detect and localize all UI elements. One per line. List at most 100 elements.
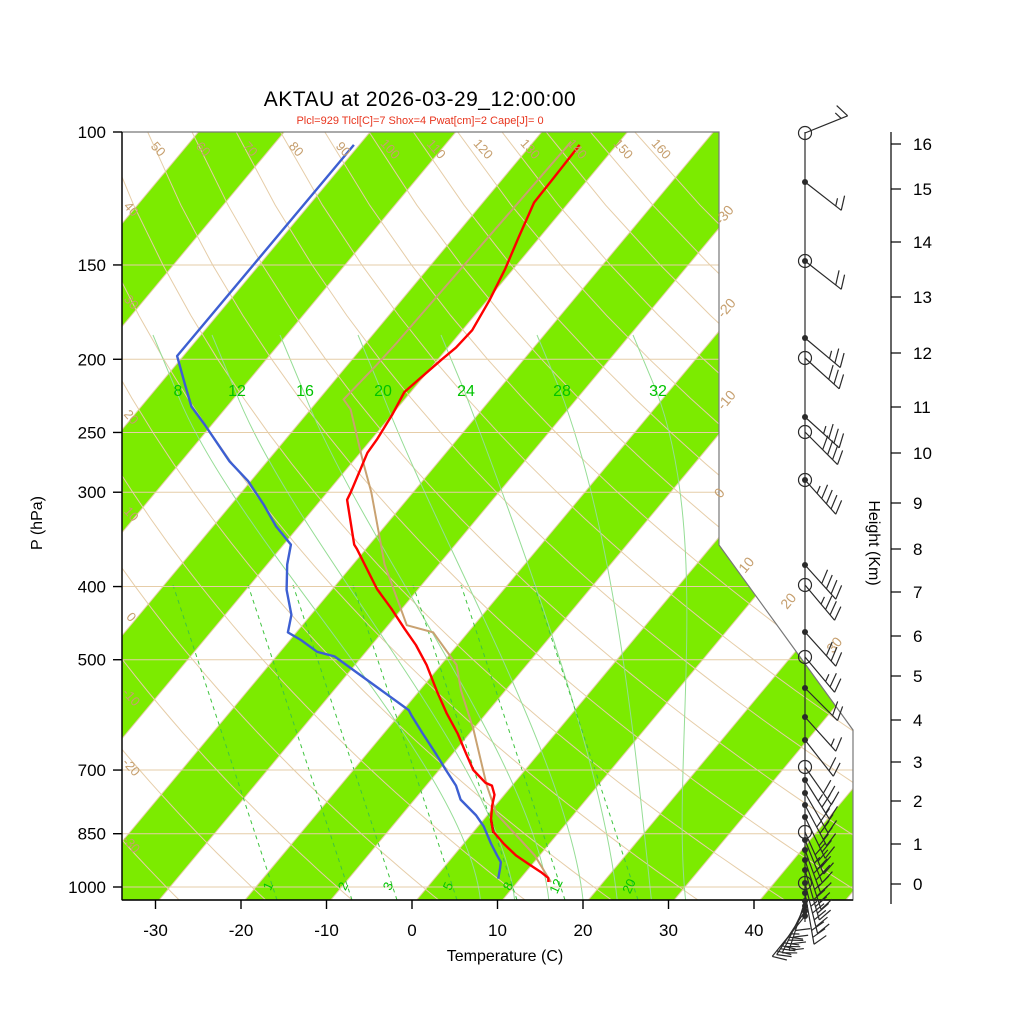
- wind-barb: [802, 714, 843, 752]
- barb-staff: [804, 816, 826, 859]
- isotherm-line: [122, 132, 853, 900]
- wind-barb: [797, 577, 842, 621]
- dry-adiabat-line: [122, 132, 183, 900]
- barb-full: [832, 701, 839, 716]
- mixing-ratio-label: 3: [380, 880, 397, 893]
- barb-full: [832, 762, 841, 777]
- wind-barb: [797, 472, 843, 515]
- barb-half: [816, 820, 823, 828]
- temperature-tick-label: 10: [488, 921, 507, 940]
- temperature-tick-label: -20: [229, 921, 254, 940]
- barb-staff: [804, 337, 841, 369]
- barb-full: [821, 794, 831, 808]
- barb-full: [825, 800, 835, 814]
- parcel-trace-curve: [342, 141, 572, 883]
- barb-full: [834, 348, 840, 364]
- wind-barb: [797, 105, 849, 141]
- barb-full: [818, 833, 829, 847]
- barb-full: [776, 950, 792, 956]
- barb-full: [823, 862, 834, 875]
- barb-full: [822, 827, 833, 840]
- barb-full: [836, 105, 849, 117]
- barb-full: [780, 944, 796, 950]
- barb-staff: [804, 631, 837, 667]
- barb-full: [834, 678, 842, 693]
- wind-barb: [802, 814, 836, 859]
- barb-full: [830, 579, 838, 595]
- barb-half: [835, 198, 839, 207]
- barb-full: [772, 955, 787, 961]
- pressure-tick-label: 700: [78, 761, 106, 780]
- barb-full: [825, 641, 833, 657]
- height-tick-label: 14: [913, 233, 932, 252]
- barb-half: [814, 883, 821, 890]
- barb-half: [820, 596, 825, 605]
- wind-barb: [802, 562, 843, 600]
- wind-barb: [802, 179, 846, 211]
- barb-full: [828, 757, 837, 772]
- barb-full: [822, 435, 829, 450]
- barb-full: [813, 935, 827, 945]
- barb-full: [821, 569, 829, 584]
- barb-staff: [804, 716, 837, 752]
- barb-half: [810, 900, 818, 907]
- temperature-tick-label: 40: [745, 921, 764, 940]
- wind-barb: [802, 335, 845, 369]
- height-tick-label: 16: [913, 135, 932, 154]
- barb-full: [815, 896, 828, 907]
- height-tick-label: 9: [913, 494, 922, 513]
- pressure-tick-label: 400: [78, 578, 106, 597]
- barb-full: [821, 839, 832, 853]
- height-tick-label: 0: [913, 875, 922, 894]
- wind-barb: [802, 857, 833, 910]
- mixing-ratio-label: 20: [619, 876, 639, 895]
- barb-half: [813, 856, 821, 864]
- barb-full: [836, 706, 844, 721]
- barb-full: [817, 849, 829, 862]
- barb-full: [791, 941, 807, 945]
- barb-full: [835, 500, 843, 515]
- moist-adiabat-label: 24: [457, 383, 475, 400]
- wind-barb: [797, 350, 845, 390]
- barb-full: [793, 934, 809, 938]
- dry-adiabat-line: [412, 132, 853, 900]
- station-circle: [797, 472, 813, 488]
- barb-full: [818, 892, 831, 904]
- dry-adiabat-line: [147, 132, 853, 900]
- barb-staff: [804, 792, 829, 834]
- barb-half: [816, 485, 821, 494]
- dry-adiabat-line: [324, 132, 853, 900]
- chart-title: AKTAU at 2026-03-29_12:00:00: [263, 88, 577, 111]
- barb-full: [822, 779, 832, 794]
- barb-full: [832, 445, 839, 460]
- barb-staff: [804, 584, 836, 621]
- barb-staff: [804, 431, 838, 465]
- barb-full: [826, 833, 837, 846]
- barb-full: [776, 954, 792, 958]
- temperature-tick-label: 0: [407, 921, 416, 940]
- pressure-tick-label: 200: [78, 350, 106, 369]
- barb-full: [812, 903, 825, 914]
- barb-staff: [804, 869, 820, 921]
- barb-full: [824, 846, 836, 859]
- barb-staff: [804, 804, 828, 846]
- pressure-tick-label: 100: [78, 123, 106, 142]
- barb-full: [829, 673, 837, 688]
- moist-adiabat-label: 12: [228, 383, 246, 400]
- barb-staff: [804, 416, 840, 449]
- barb-staff: [804, 564, 837, 600]
- barb-half: [825, 674, 830, 682]
- height-tick-label: 5: [913, 667, 922, 686]
- isotherm-band: [122, 132, 853, 900]
- dry-adiabat-line: [235, 132, 853, 900]
- pressure-tick-label: 850: [78, 825, 106, 844]
- temperature-tick-label: 20: [574, 921, 593, 940]
- barb-full: [817, 902, 830, 914]
- pressure-tick-label: 250: [78, 423, 106, 442]
- barb-half: [817, 794, 824, 802]
- wind-barb: [797, 649, 842, 693]
